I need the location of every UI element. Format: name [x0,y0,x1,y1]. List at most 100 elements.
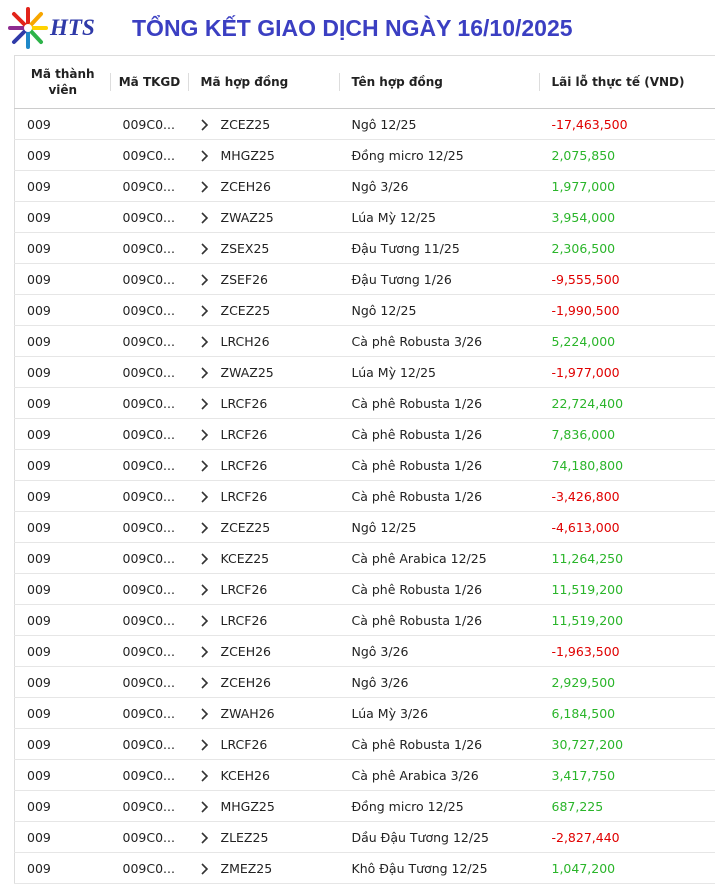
cell: 009 [15,729,111,760]
expand-icon[interactable] [195,274,215,286]
cell: MHGZ25 [189,791,340,822]
cell: Cà phê Robusta 1/26 [340,450,540,481]
cell: ZSEX25 [189,233,340,264]
expand-icon[interactable] [195,305,215,317]
cell: Đậu Tương 11/25 [340,233,540,264]
cell: 11,519,200 [540,574,715,605]
contract-code: LRCH26 [221,334,270,349]
expand-icon[interactable] [195,646,215,658]
cell: 009C0... [111,822,189,853]
cell: 7,836,000 [540,419,715,450]
cell: 009 [15,233,111,264]
expand-icon[interactable] [195,181,215,193]
expand-icon[interactable] [195,584,215,596]
cell: 009 [15,450,111,481]
cell: ZCEH26 [189,171,340,202]
cell: 2,929,500 [540,667,715,698]
cell: ZWAH26 [189,698,340,729]
column-header: Lãi lỗ thực tế (VND) [540,56,715,109]
contract-code: ZCEZ25 [221,520,271,535]
expand-icon[interactable] [195,553,215,565]
expand-icon[interactable] [195,150,215,162]
expand-icon[interactable] [195,770,215,782]
cell: 009C0... [111,233,189,264]
cell: 009C0... [111,171,189,202]
contract-code: ZWAZ25 [221,365,274,380]
cell: Dầu Đậu Tương 12/25 [340,822,540,853]
expand-icon[interactable] [195,429,215,441]
cell: 2,306,500 [540,233,715,264]
cell: KCEH26 [189,760,340,791]
cell: ZCEH26 [189,667,340,698]
cell: 009 [15,326,111,357]
cell: 009 [15,667,111,698]
cell: Cà phê Robusta 1/26 [340,419,540,450]
cell: -3,426,800 [540,481,715,512]
cell: 74,180,800 [540,450,715,481]
expand-icon[interactable] [195,832,215,844]
contract-code: LRCF26 [221,458,268,473]
expand-icon[interactable] [195,708,215,720]
expand-icon[interactable] [195,212,215,224]
cell: ZLEZ25 [189,822,340,853]
expand-icon[interactable] [195,460,215,472]
expand-icon[interactable] [195,615,215,627]
contract-code: ZCEZ25 [221,303,271,318]
logo-text: HTS [50,15,95,41]
expand-icon[interactable] [195,398,215,410]
expand-icon[interactable] [195,491,215,503]
logo-icon [6,6,50,50]
cell: 009 [15,295,111,326]
cell: 009C0... [111,667,189,698]
expand-icon[interactable] [195,863,215,875]
contract-code: LRCF26 [221,737,268,752]
contract-code: ZSEF26 [221,272,269,287]
cell: LRCF26 [189,729,340,760]
cell: 009 [15,822,111,853]
cell: 009C0... [111,512,189,543]
cell: ZCEZ25 [189,295,340,326]
expand-icon[interactable] [195,367,215,379]
expand-icon[interactable] [195,677,215,689]
cell: 009C0... [111,295,189,326]
expand-icon[interactable] [195,739,215,751]
cell: 009 [15,171,111,202]
cell: 687,225 [540,791,715,822]
expand-icon[interactable] [195,522,215,534]
cell: -1,990,500 [540,295,715,326]
expand-icon[interactable] [195,243,215,255]
expand-icon[interactable] [195,119,215,131]
cell: LRCF26 [189,419,340,450]
cell: 009C0... [111,574,189,605]
column-header: Tên hợp đồng [340,56,540,109]
cell: 009C0... [111,605,189,636]
cell: 009 [15,543,111,574]
expand-icon[interactable] [195,336,215,348]
expand-icon[interactable] [195,801,215,813]
